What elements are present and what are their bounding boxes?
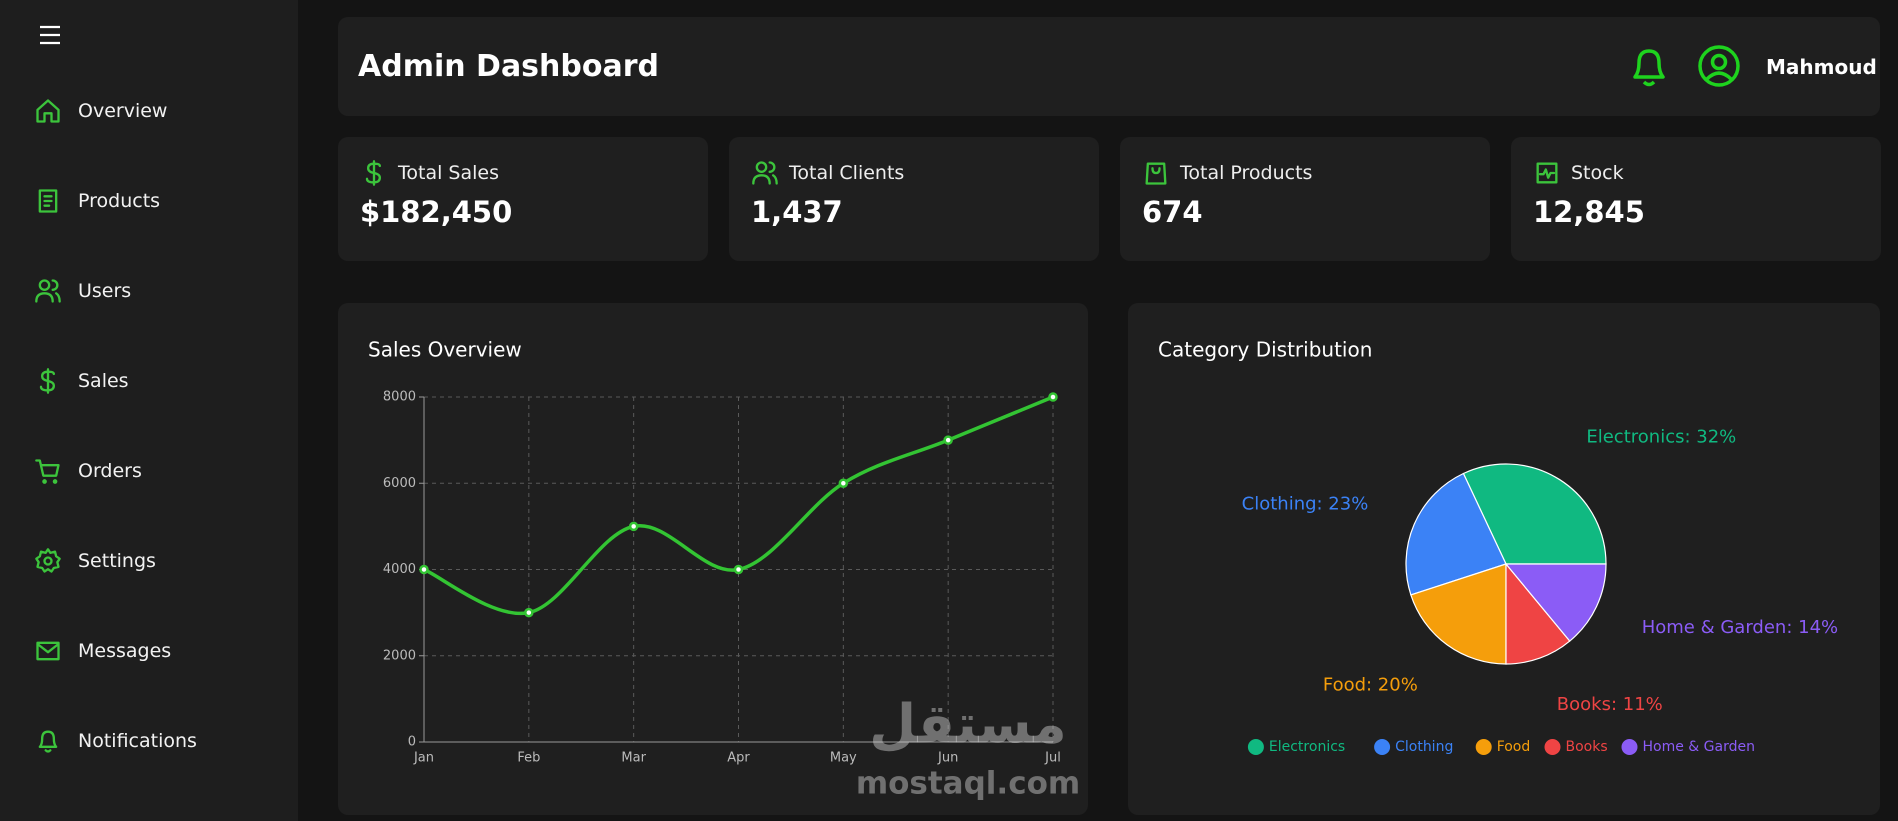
- nav-label: Notifications: [78, 730, 197, 752]
- line-chart: Sales Overview 0 2000 4000 6000 8000 Jan Feb Mar…: [368, 338, 1080, 802]
- stat-card: Total Products 674: [1120, 137, 1490, 261]
- bell-icon[interactable]: [1628, 45, 1670, 89]
- x-tick-label: Jun: [937, 751, 958, 766]
- legend-label: Clothing: [1395, 739, 1453, 755]
- nav-label: Messages: [78, 640, 172, 662]
- icon: [35, 459, 60, 484]
- stat-label-row: Stock: [1533, 159, 1624, 187]
- x-tick-label: Apr: [727, 751, 750, 766]
- icon: [35, 548, 61, 573]
- slice-label: Food: 20%: [1323, 674, 1418, 695]
- icon: [39, 368, 55, 394]
- pie-slice: [1405, 472, 1507, 596]
- user-name[interactable]: Mahmoud: [1766, 55, 1877, 79]
- icon: [1145, 162, 1167, 185]
- slice-label: Clothing: 23%: [1242, 493, 1369, 514]
- header: Admin Dashboard Mahmoud: [338, 17, 1880, 116]
- stat-label: Stock: [1571, 162, 1624, 184]
- pie-chart-card: Category Distribution Electronics: 32% Clo…: [1128, 303, 1880, 815]
- legend-label: Food: [1497, 739, 1531, 755]
- legend-swatch: [1374, 739, 1391, 755]
- stat-value: 12,845: [1533, 195, 1645, 229]
- slice-label: Books: 11%: [1557, 694, 1663, 715]
- stat-value: $182,450: [360, 195, 513, 229]
- nav-item[interactable]: Overview: [34, 97, 167, 125]
- nav-label: Sales: [78, 370, 129, 392]
- point: [1048, 392, 1058, 402]
- nav-label: Settings: [78, 550, 156, 572]
- point: [943, 435, 953, 445]
- stat-value: 674: [1142, 195, 1203, 229]
- nav-item[interactable]: Messages: [34, 637, 171, 665]
- stat-label: Total Sales: [398, 162, 499, 184]
- watermark-arabic: مستقل: [869, 693, 1067, 756]
- pie-slice: [1505, 562, 1571, 665]
- y-tick-label: 4000: [383, 562, 416, 577]
- stat-label: Total Clients: [789, 162, 905, 184]
- point: [628, 521, 639, 532]
- legend-label: Books: [1566, 739, 1608, 755]
- pie-slice: [1462, 463, 1607, 565]
- y-tick-label: 8000: [383, 390, 416, 405]
- x-tick-label: May: [830, 751, 857, 766]
- stat-card: Total Clients 1,437: [729, 137, 1099, 261]
- stat-label: Total Products: [1180, 162, 1313, 184]
- pie-slice: [1504, 563, 1607, 642]
- nav-item[interactable]: Notifications: [34, 727, 197, 755]
- legend-swatch: [1621, 739, 1638, 755]
- icon: [752, 161, 778, 185]
- x-tick-label: Jan: [413, 751, 434, 766]
- nav-item[interactable]: Users: [34, 277, 131, 305]
- line-chart-card: Sales Overview 0 2000 4000 6000 8000 Jan Feb Mar…: [338, 303, 1088, 815]
- pie-chart: Category Distribution Electronics: 32% Clo…: [1158, 338, 1838, 755]
- point: [838, 478, 849, 488]
- legend-swatch: [1247, 739, 1264, 755]
- icon: [36, 99, 60, 123]
- point: [733, 564, 744, 575]
- icon: [38, 189, 58, 213]
- legend-swatch: [1544, 739, 1561, 755]
- x-tick-label: Feb: [517, 751, 540, 766]
- point: [419, 564, 429, 575]
- page-title: Admin Dashboard: [358, 49, 659, 84]
- stat-label-row: Total Products: [1142, 159, 1312, 187]
- nav-item[interactable]: Products: [34, 187, 160, 215]
- nav-label: Orders: [78, 460, 142, 482]
- nav-label: Overview: [78, 100, 168, 122]
- chart-title: Sales Overview: [368, 338, 522, 362]
- icon: [36, 641, 60, 661]
- x-tick-label: Jul: [1044, 751, 1061, 766]
- y-tick-label: 0: [408, 735, 416, 750]
- icon: [1536, 162, 1558, 184]
- slice-label: Electronics: 32%: [1586, 426, 1736, 447]
- slice-label: Home & Garden: 14%: [1642, 617, 1838, 638]
- watermark-text: mostaql.com: [856, 766, 1080, 802]
- legend-label: Home & Garden: [1643, 739, 1755, 755]
- stat-label-row: Total Sales: [360, 159, 499, 187]
- y-tick-label: 6000: [383, 476, 416, 491]
- stat-card: Stock 12,845: [1511, 137, 1881, 261]
- menu-icon[interactable]: [38, 24, 62, 46]
- point: [524, 607, 534, 618]
- icon: [38, 730, 58, 753]
- nav-item[interactable]: Orders: [34, 457, 142, 485]
- nav-label: Products: [78, 190, 161, 212]
- legend-label: Electronics: [1269, 739, 1345, 755]
- x-tick-label: Mar: [621, 751, 646, 766]
- nav-item[interactable]: Sales: [34, 367, 129, 395]
- nav-label: Users: [78, 280, 132, 302]
- stat-value: 1,437: [751, 195, 843, 229]
- stat-card: Total Sales $182,450: [338, 137, 708, 261]
- icon: [35, 279, 61, 303]
- nav-item[interactable]: Settings: [34, 547, 156, 575]
- user-icon[interactable]: [1696, 43, 1742, 89]
- chart-title: Category Distribution: [1158, 338, 1372, 362]
- sidebar: Overview Products Users Sales Orders Settings…: [0, 0, 298, 821]
- y-tick-label: 2000: [383, 648, 416, 663]
- pie-slice: [1410, 563, 1507, 665]
- stat-label-row: Total Clients: [751, 159, 904, 187]
- legend-swatch: [1475, 739, 1492, 755]
- icon: [365, 160, 381, 186]
